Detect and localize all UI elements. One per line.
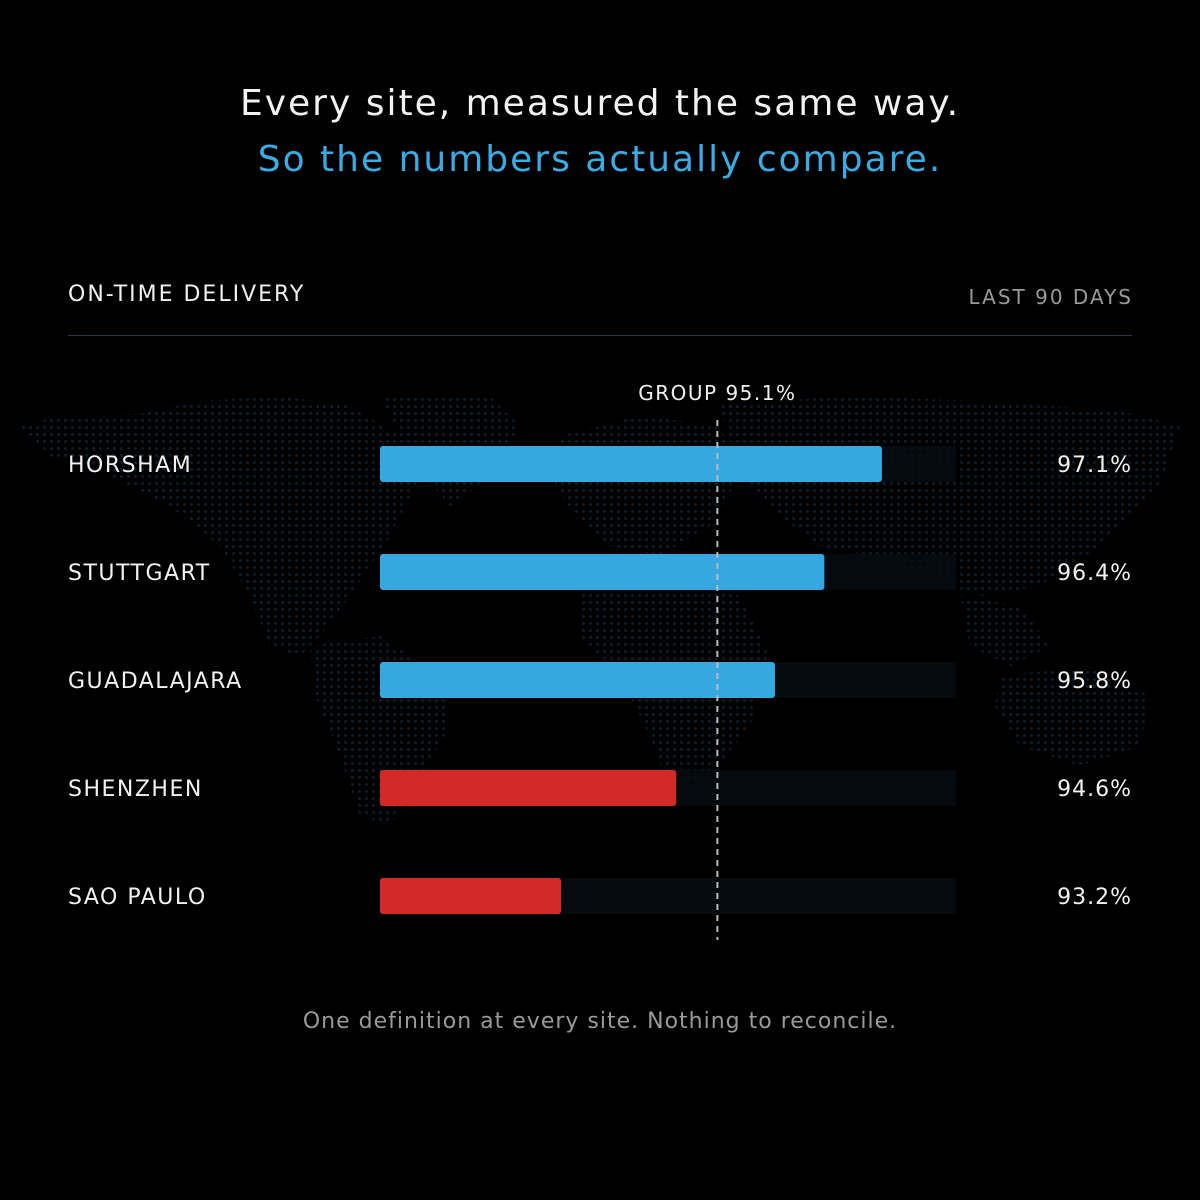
chart-title: ON-TIME DELIVERY [68, 282, 306, 307]
category-label: HORSHAM [68, 453, 192, 478]
category-label: SHENZHEN [68, 777, 203, 802]
value-label: 94.6% [1057, 777, 1132, 802]
bar [380, 662, 775, 698]
group-reference-label: GROUP 95.1% [638, 381, 796, 405]
headline: Every site, measured the same way. [239, 83, 961, 124]
bar [380, 446, 882, 482]
divider [68, 335, 1132, 336]
value-label: 93.2% [1057, 885, 1132, 910]
subheadline: So the numbers actually compare. [257, 139, 943, 180]
value-label: 95.8% [1057, 669, 1132, 694]
value-label: 97.1% [1057, 453, 1132, 478]
value-label: 96.4% [1057, 561, 1132, 586]
bar [380, 770, 677, 806]
category-label: GUADALAJARA [68, 669, 243, 694]
bar [380, 554, 825, 590]
footer-note: One definition at every site. Nothing to… [302, 1009, 898, 1034]
category-label: STUTTGART [68, 561, 211, 586]
category-label: SAO PAULO [68, 885, 207, 910]
bar [380, 878, 562, 914]
period-label: LAST 90 DAYS [968, 285, 1133, 309]
